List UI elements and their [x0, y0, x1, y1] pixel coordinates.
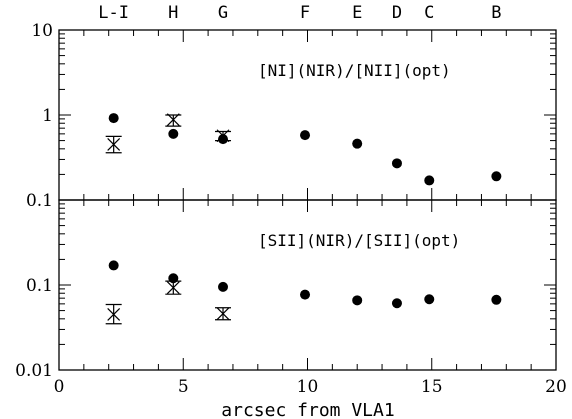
x-tick-label: 5: [178, 377, 189, 397]
x-axis-label: arcsec from VLA1: [221, 400, 394, 419]
y-tick-label: 0.01: [15, 361, 53, 381]
data-point: [491, 294, 502, 305]
region-label: H: [168, 3, 178, 23]
region-label: F: [300, 3, 310, 23]
panel-frame: [58, 199, 557, 371]
data-point-errorbar: [105, 135, 122, 154]
data-point-errorbar: [165, 113, 182, 127]
cross-marker: [107, 308, 121, 321]
y-tick-label: 10: [31, 21, 53, 41]
region-label: E: [352, 3, 362, 23]
data-point-errorbar: [105, 303, 122, 325]
data-marks: [105, 113, 502, 325]
cross-marker: [166, 281, 180, 295]
data-point: [352, 138, 363, 149]
data-point-errorbar: [215, 129, 232, 143]
data-point: [352, 295, 363, 306]
y-tick-label: 1: [42, 106, 53, 126]
y-tick-label: 0.1: [26, 276, 53, 296]
data-point: [218, 281, 229, 292]
data-point: [168, 128, 179, 139]
data-point: [491, 171, 502, 182]
region-label: L-I: [98, 3, 129, 23]
bottom-panel-title: [SII](NIR)/[SII](opt): [258, 231, 460, 250]
x-tick-label: 15: [421, 377, 443, 397]
region-labels: L-I H G F E D C B: [98, 3, 501, 23]
region-label: D: [392, 3, 402, 23]
data-point: [300, 289, 311, 300]
x-tick-label: 0: [54, 377, 65, 397]
data-point: [300, 130, 311, 141]
x-tick-label: 20: [545, 377, 567, 397]
data-point: [108, 260, 119, 271]
cross-marker: [216, 129, 230, 143]
tick-labels: 10 1 0.1 0.1 0.010 5 10 15 20: [15, 21, 567, 397]
panel-frame: [58, 29, 557, 201]
cross-marker: [216, 307, 230, 321]
data-point: [391, 298, 402, 309]
data-point: [424, 175, 435, 186]
data-point-errorbar: [165, 280, 182, 295]
data-point: [391, 158, 402, 169]
region-label: B: [491, 3, 501, 23]
data-point: [424, 294, 435, 305]
cross-marker: [107, 138, 121, 151]
data-point: [108, 113, 119, 124]
y-tick-label: 0.1: [26, 191, 53, 211]
data-point-errorbar: [215, 307, 232, 321]
x-tick-label: 10: [297, 377, 319, 397]
top-panel-title: [NI](NIR)/[NII](opt): [258, 61, 451, 80]
cross-marker: [166, 113, 180, 127]
axis-ticks: [59, 30, 556, 370]
region-label: G: [218, 3, 228, 23]
region-label: C: [424, 3, 434, 23]
